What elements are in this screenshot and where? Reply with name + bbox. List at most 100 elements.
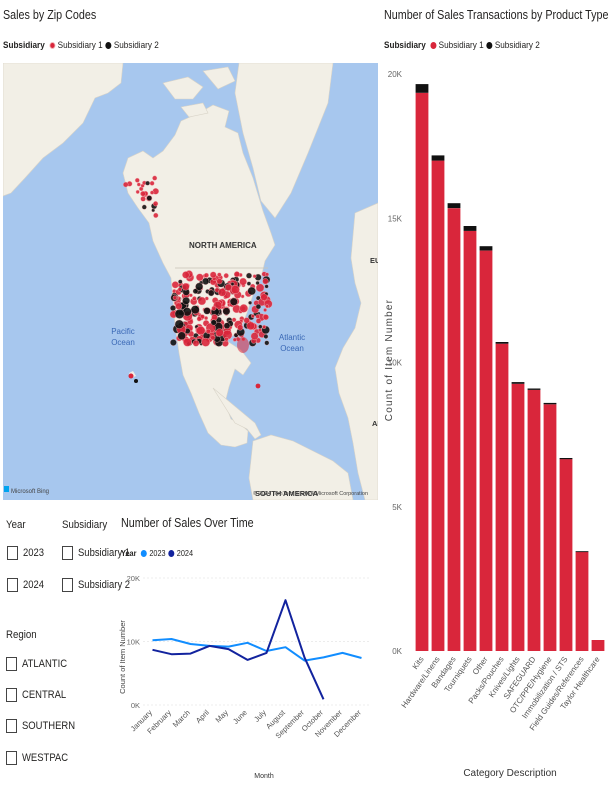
bar-subsidiary-2[interactable] [447,203,461,209]
map-sales-points[interactable] [122,175,273,389]
map-point[interactable] [197,296,207,306]
map-point[interactable] [223,322,231,330]
map-point[interactable] [224,283,233,292]
map-point[interactable] [149,180,155,186]
bar-subsidiary-1[interactable] [559,459,573,651]
map-point[interactable] [248,300,253,305]
bar-subsidiary-2[interactable] [463,226,477,231]
checkbox-icon[interactable] [62,546,73,560]
bar-legend-item-1[interactable]: Subsidiary 1 [438,40,484,51]
map-point[interactable] [175,302,183,310]
checkbox-icon[interactable] [6,688,17,702]
bar-subsidiary-1[interactable] [591,640,605,651]
bar-chart[interactable]: 0K 5K 10K 15K 20K KitsHardware/LinensBandage… [380,60,612,792]
map-point[interactable] [215,328,224,337]
map-point[interactable] [239,304,248,313]
checkbox-icon[interactable] [7,546,18,560]
bar-subsidiary-2[interactable] [575,551,589,553]
bar-subsidiary-1[interactable] [431,160,445,651]
region-option-westpac[interactable]: WESTPAC [6,751,76,765]
map-point[interactable] [230,282,235,286]
map-point[interactable] [153,212,159,219]
map-point[interactable] [174,319,184,329]
map-point[interactable] [230,285,240,295]
map-point[interactable] [196,316,202,322]
map-point[interactable] [216,278,223,285]
map-point[interactable] [229,297,238,306]
map-point[interactable] [262,324,267,329]
map-point[interactable] [252,274,257,279]
map-point[interactable] [183,337,192,347]
map-point[interactable] [237,324,244,331]
map-point[interactable] [182,296,191,305]
year-option-2024[interactable]: 2024 [7,578,47,592]
map-point[interactable] [136,182,141,187]
subsidiary-option-1[interactable]: Subsidiary 1 [62,546,139,560]
map-point[interactable] [181,282,190,291]
map-point[interactable] [258,324,263,329]
map-point[interactable] [171,281,179,289]
bar-legend-item-2[interactable]: Subsidiary 2 [494,40,540,51]
map-point[interactable] [218,288,227,297]
map-point[interactable] [262,314,269,321]
map-point[interactable] [233,271,240,278]
map-point[interactable] [134,177,140,183]
map-point[interactable] [201,337,211,347]
bar-subsidiary-2[interactable] [559,458,573,460]
map-point[interactable] [204,316,209,321]
map-point[interactable] [190,305,200,315]
map-point[interactable] [140,196,146,202]
sales-map[interactable]: NORTH AMERICA SOUTH AMERICA EU AF Pacifi… [3,63,378,500]
bar-subsidiary-2[interactable] [415,84,429,93]
map-point[interactable] [205,328,211,334]
bar-subsidiary-1[interactable] [543,404,557,651]
map-point[interactable] [243,317,250,324]
map-point[interactable] [207,289,215,297]
map-point[interactable] [264,284,269,289]
bar-subsidiary-2[interactable] [431,155,445,161]
map-point[interactable] [153,201,159,207]
map-point[interactable] [203,272,209,278]
checkbox-icon[interactable] [62,578,73,592]
map-point[interactable] [177,287,183,292]
map-point[interactable] [195,282,204,291]
bar-subsidiary-2[interactable] [511,382,525,384]
region-option-atlantic[interactable]: ATLANTIC [6,657,74,671]
map-point[interactable] [145,180,151,186]
map-point[interactable] [255,280,260,286]
map-point[interactable] [177,279,183,284]
map-point[interactable] [222,307,231,316]
year-option-2023[interactable]: 2023 [7,546,47,560]
map-point[interactable] [237,337,249,353]
line-series-2024[interactable] [152,599,325,700]
map-point[interactable] [255,318,262,324]
map-point[interactable] [255,383,261,389]
map-point[interactable] [217,272,222,277]
map-point[interactable] [141,204,147,210]
map-point[interactable] [135,189,140,194]
map-point[interactable] [192,339,200,347]
map-point[interactable] [239,277,247,286]
map-point[interactable] [255,303,262,310]
map-point[interactable] [265,304,270,309]
map-point[interactable] [246,281,252,286]
map-point[interactable] [211,314,218,321]
map-point[interactable] [250,332,259,341]
map-point[interactable] [246,321,255,330]
map-point[interactable] [196,326,206,336]
map-point[interactable] [260,293,268,301]
map-point[interactable] [262,278,269,285]
map-point[interactable] [223,273,229,279]
region-option-southern[interactable]: SOUTHERN [6,719,84,733]
checkbox-icon[interactable] [6,719,17,733]
map-point[interactable] [192,296,197,301]
map-point[interactable] [263,334,269,339]
map-point[interactable] [174,308,185,319]
map-point[interactable] [209,271,217,279]
line-chart-series[interactable] [152,599,362,700]
bar-subsidiary-1[interactable] [447,208,461,651]
checkbox-icon[interactable] [7,578,18,592]
bar-subsidiary-2[interactable] [543,402,557,405]
bar-subsidiary-2[interactable] [527,388,541,390]
